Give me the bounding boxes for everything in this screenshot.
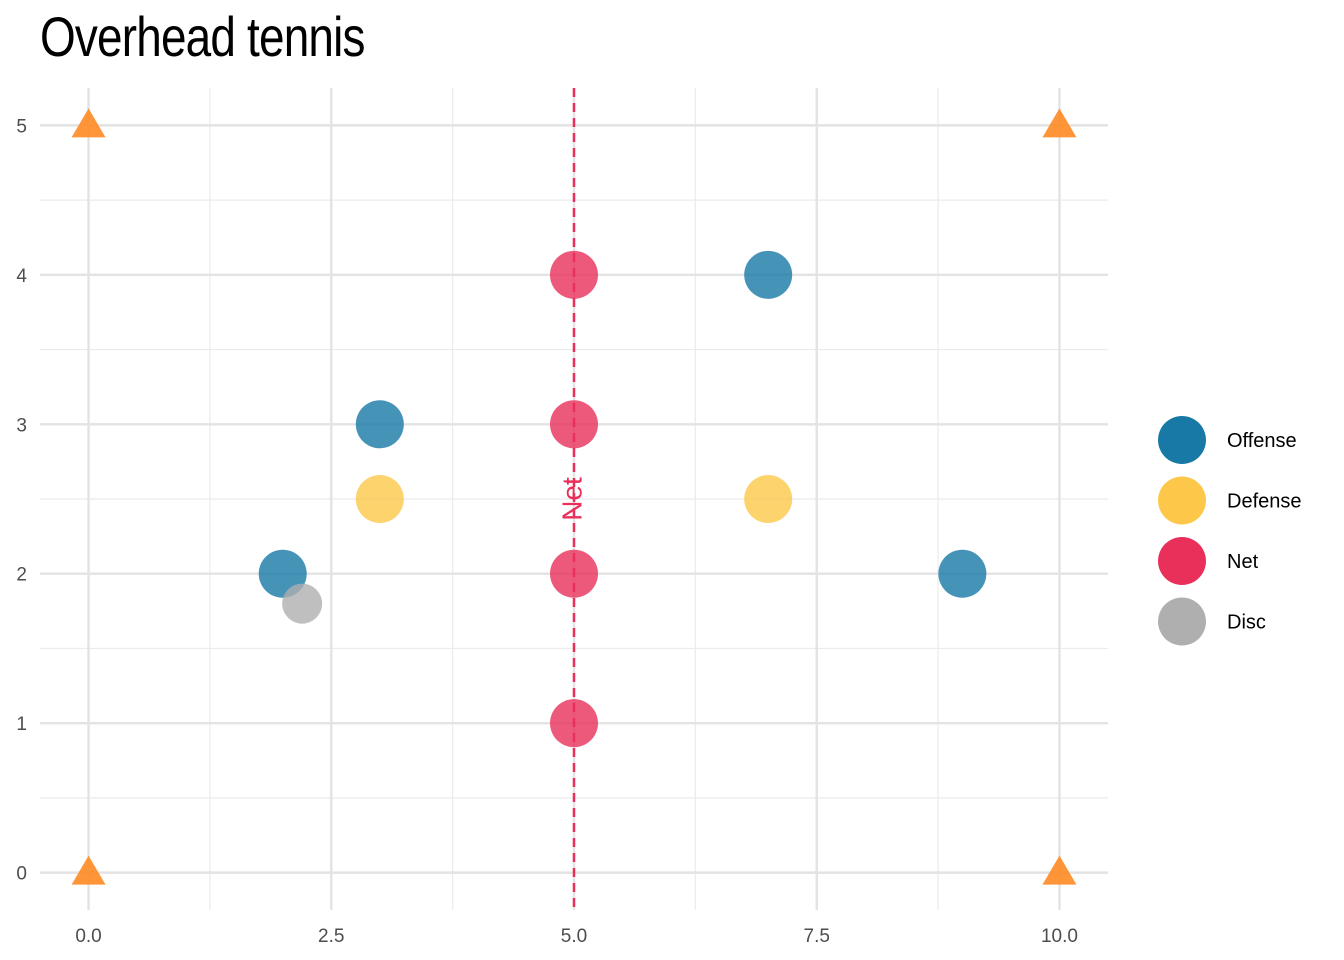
legend-label-defense: Defense <box>1227 491 1302 513</box>
x-axis-ticks: 0.0 2.5 5.0 7.5 10.0 <box>75 926 1078 947</box>
y-tick-label: 5 <box>16 116 27 137</box>
x-tick-label: 5.0 <box>561 926 587 947</box>
legend-key-offense <box>1158 416 1206 464</box>
offense-point <box>938 549 987 598</box>
legend-label-offense: Offense <box>1227 430 1297 452</box>
offense-point <box>355 400 404 449</box>
chart-title: Overhead tennis <box>40 5 365 68</box>
defense-point <box>744 475 793 523</box>
legend-label-disc: Disc <box>1227 612 1266 634</box>
y-tick-label: 0 <box>16 864 27 885</box>
net-point <box>550 549 598 598</box>
legend-label-net: Net <box>1227 551 1259 573</box>
defense-point <box>355 475 404 523</box>
y-tick-label: 1 <box>16 714 27 735</box>
x-tick-label: 2.5 <box>318 926 344 947</box>
legend: Offense Defense Net Disc <box>1158 416 1302 646</box>
cone-marker <box>1042 108 1077 138</box>
legend-key-net <box>1158 537 1206 585</box>
legend-key-defense <box>1158 476 1206 525</box>
y-tick-label: 2 <box>16 565 27 586</box>
y-tick-label: 4 <box>16 266 27 287</box>
cone-marker <box>1042 855 1077 885</box>
x-tick-label: 0.0 <box>75 926 101 947</box>
disc-point <box>282 583 323 624</box>
cone-markers <box>71 108 1077 885</box>
data-points <box>258 250 987 748</box>
cone-marker <box>71 855 106 885</box>
net-label: Net <box>556 477 587 521</box>
offense-point <box>744 250 793 299</box>
cone-marker <box>71 108 106 138</box>
y-axis-ticks: 0 1 2 3 4 5 <box>16 116 27 884</box>
net-point <box>550 699 598 748</box>
y-tick-label: 3 <box>16 415 27 436</box>
x-tick-label: 10.0 <box>1041 926 1078 947</box>
net-line-group: Net <box>556 88 587 910</box>
legend-key-disc <box>1158 597 1206 646</box>
net-point <box>550 250 598 299</box>
x-tick-label: 7.5 <box>804 926 830 947</box>
net-point <box>550 400 598 449</box>
